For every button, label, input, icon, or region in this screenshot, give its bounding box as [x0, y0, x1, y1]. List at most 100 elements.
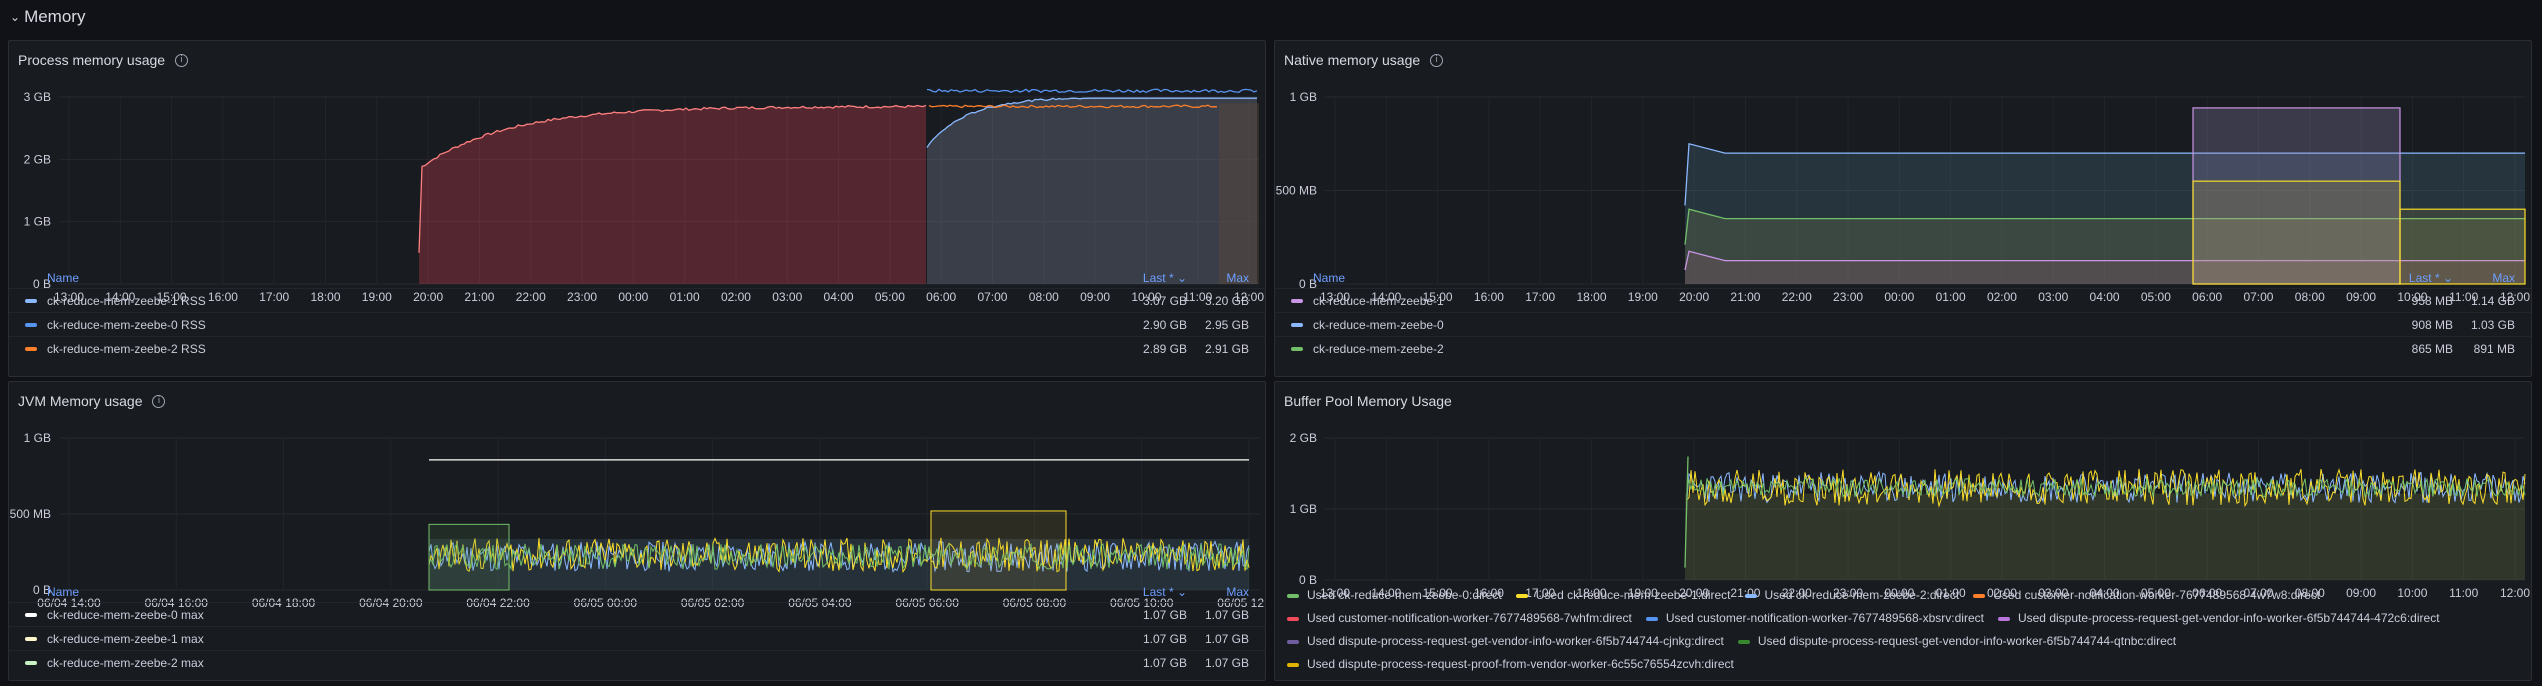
- legend-last: 958 MB: [2411, 293, 2453, 308]
- x-tick-label: 04:00: [824, 290, 854, 304]
- x-tick-label: 03:00: [2038, 290, 2068, 304]
- legend-header-last[interactable]: Last * ⌄: [1142, 585, 1187, 599]
- series-zeebe-1-used: [428, 537, 1250, 574]
- panel-process-memory: Process memory usage i 0 B 1 GB 2 GB 3 GB 13…: [8, 40, 1266, 377]
- x-tick-label: 02:00: [721, 290, 751, 304]
- legend-swatch: [25, 660, 37, 665]
- legend-row[interactable]: ck-reduce-mem-zeebe-2 max 1.07 GB 1.07 G…: [9, 650, 1265, 674]
- x-tick-label: 18:00: [1577, 586, 1607, 600]
- x-tick-label: 08:00: [2295, 290, 2325, 304]
- legend-last: 1.07 GB: [1142, 655, 1187, 670]
- x-tick-label: 06/04 18:00: [252, 596, 316, 610]
- info-icon[interactable]: i: [1430, 53, 1444, 67]
- legend-max: 1.14 GB: [2470, 293, 2515, 308]
- x-tick-label: 06/05 10:00: [1110, 596, 1174, 610]
- series-zeebe-2-committed: [428, 523, 510, 591]
- legend-item[interactable]: Used dispute-process-request-get-vendor-…: [1287, 630, 1724, 653]
- y-tick-label: 3 GB: [24, 90, 51, 104]
- info-icon[interactable]: i: [175, 53, 189, 67]
- legend-row[interactable]: ck-reduce-mem-zeebe-0 908 MB 1.03 GB: [1275, 312, 2531, 336]
- legend-header-max[interactable]: Max: [2492, 271, 2515, 285]
- y-tick-label: 500 MB: [1276, 184, 1317, 198]
- legend-native-memory: Name Last * ⌄ Max ck-reduce-mem-zeebe-1 …: [1275, 268, 2531, 360]
- legend-row[interactable]: ck-reduce-mem-zeebe-2 865 MB 891 MB: [1275, 336, 2531, 360]
- legend-header-name[interactable]: Name: [47, 585, 80, 599]
- series-zeebe-1-line: [926, 88, 1258, 94]
- legend-max: 1.03 GB: [2470, 317, 2515, 332]
- x-tick-label: 03:00: [2038, 586, 2068, 600]
- legend-row[interactable]: ck-reduce-mem-zeebe-1 RSS 3.07 GB 3.20 G…: [9, 288, 1265, 312]
- x-tick-label: 13:00: [54, 290, 84, 304]
- buffer-area: [1685, 493, 2525, 580]
- x-tick-label: 13:00: [1320, 290, 1350, 304]
- chart-process-memory[interactable]: 0 B 1 GB 2 GB 3 GB 13:00 14:00 15:00 16:00 17:00…: [9, 77, 1266, 309]
- x-tick-label: 20:00: [1679, 586, 1709, 600]
- legend-item[interactable]: Used ck-reduce-mem-zeebe-2:direct: [1744, 584, 1959, 607]
- legend-row[interactable]: ck-reduce-mem-zeebe-1 max 1.07 GB 1.07 G…: [9, 626, 1265, 650]
- legend-row[interactable]: ck-reduce-mem-zeebe-2 RSS 2.89 GB 2.91 G…: [9, 336, 1265, 360]
- legend-header-last[interactable]: Last * ⌄: [1142, 271, 1187, 285]
- legend-item[interactable]: Used customer-notification-worker-767748…: [1287, 607, 1632, 630]
- legend-swatch: [1287, 593, 1299, 598]
- legend-row[interactable]: ck-reduce-mem-zeebe-0 RSS 2.90 GB 2.95 G…: [9, 312, 1265, 336]
- legend-max: 1.07 GB: [1204, 655, 1249, 670]
- legend-row[interactable]: ck-reduce-mem-zeebe-0 max 1.07 GB 1.07 G…: [9, 602, 1265, 626]
- x-tick-label: 00:00: [1884, 290, 1914, 304]
- x-tick-label: 01:00: [1936, 290, 1966, 304]
- y-tick-label: 2 GB: [24, 152, 51, 166]
- y-tick-label: 1 GB: [1290, 90, 1317, 104]
- x-tick-label: 18:00: [311, 290, 341, 304]
- x-tick-label: 16:00: [1474, 586, 1504, 600]
- legend-item[interactable]: Used customer-notification-worker-767748…: [1973, 584, 2320, 607]
- panel-title-text: Process memory usage: [18, 52, 166, 68]
- x-tick-label: 15:00: [1423, 290, 1453, 304]
- y-tick-label: 1 GB: [1290, 502, 1317, 516]
- legend-header-name[interactable]: Name: [47, 271, 80, 285]
- legend-item[interactable]: Used ck-reduce-mem-zeebe-1:direct: [1515, 584, 1731, 607]
- row-title: Memory: [24, 7, 86, 26]
- legend-item[interactable]: Used dispute-process-request-get-vendor-…: [1997, 607, 2440, 630]
- chart-native-memory[interactable]: 0 B 500 MB 1 GB 13:00 14:00 15:00 16:00 17:00 18…: [1275, 77, 2532, 309]
- chart-buffer-pool-memory[interactable]: 0 B 1 GB 2 GB 13:00 14:00 15:00 16:00 17:00 18:0…: [1275, 418, 2532, 618]
- legend-item[interactable]: Used dispute-process-request-get-vendor-…: [1737, 630, 2176, 653]
- legend-header-last[interactable]: Last * ⌄: [2408, 271, 2453, 285]
- legend-item[interactable]: Used customer-notification-worker-767748…: [1645, 607, 1984, 630]
- panel-jvm-memory: JVM Memory usage i 0 B 500 MB 1 GB 06/04 14…: [8, 381, 1266, 681]
- legend-header: Name Last * ⌄ Max: [9, 582, 1265, 602]
- x-tick-label: 01:00: [1936, 586, 1966, 600]
- x-tick-label: 19:00: [1628, 586, 1658, 600]
- x-tick-label: 14:00: [105, 290, 135, 304]
- x-tick-label: 03:00: [772, 290, 802, 304]
- series-start-spike: [1684, 456, 1689, 568]
- legend-header-max[interactable]: Max: [1226, 271, 1249, 285]
- x-tick-label: 10:00: [2397, 586, 2427, 600]
- x-tick-label: 22:00: [516, 290, 546, 304]
- chart-jvm-memory[interactable]: 0 B 500 MB 1 GB 06/04 14:00 06/04 16:00 06/04…: [9, 418, 1266, 618]
- info-icon[interactable]: i: [152, 394, 166, 408]
- x-tick-label: 23:00: [567, 290, 597, 304]
- legend-name: Used customer-notification-worker-767748…: [1993, 588, 2321, 602]
- x-tick-label: 02:00: [1987, 290, 2017, 304]
- x-tick-label: 09:00: [1080, 290, 1110, 304]
- legend-last: 1.07 GB: [1142, 631, 1187, 646]
- legend-header-max[interactable]: Max: [1226, 585, 1249, 599]
- legend-header-name[interactable]: Name: [1313, 271, 1346, 285]
- legend-item[interactable]: Used ck-reduce-mem-zeebe-0:direct: [1287, 584, 1502, 607]
- legend-name: Used ck-reduce-mem-zeebe-0:direct: [1307, 588, 1502, 602]
- legend-swatch: [1973, 593, 1986, 598]
- x-tick-label: 05:00: [2141, 290, 2171, 304]
- legend-swatch: [1645, 616, 1658, 621]
- row-header-memory[interactable]: ⌄ Memory: [10, 4, 85, 30]
- legend-name: ck-reduce-mem-zeebe-1: [1313, 293, 1444, 308]
- legend-row[interactable]: ck-reduce-mem-zeebe-1 958 MB 1.14 GB: [1275, 288, 2531, 312]
- x-tick-label: 12:00: [2500, 290, 2530, 304]
- series-zeebe-1-area: [1685, 251, 2525, 284]
- panel-title-text: Buffer Pool Memory Usage: [1284, 393, 1452, 409]
- x-tick-label: 01:00: [670, 290, 700, 304]
- panel-native-memory: Native memory usage i 0 B 500 MB 1 GB 13:00…: [1274, 40, 2532, 377]
- x-tick-label: 23:00: [1833, 290, 1863, 304]
- series-zeebe-0-line: [926, 97, 1257, 148]
- legend-name: Used customer-notification-worker-767748…: [1307, 611, 1632, 625]
- legend-item[interactable]: Used dispute-process-request-proof-from-…: [1287, 653, 1734, 676]
- legend-last: 3.07 GB: [1142, 293, 1187, 308]
